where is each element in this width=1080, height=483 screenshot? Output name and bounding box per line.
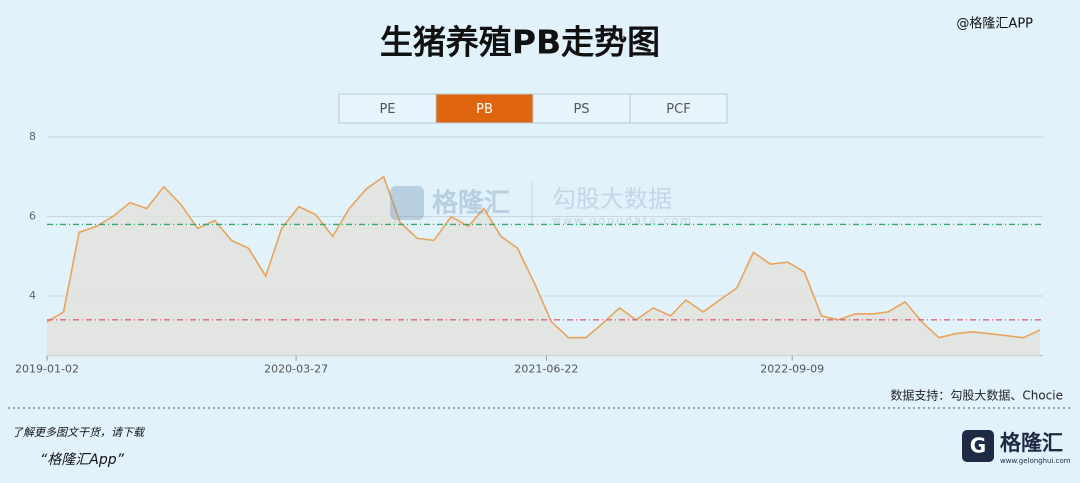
tab[interactable]: PCF	[629, 93, 728, 124]
footer-logo: G 格隆汇 www.gelonghui.com	[962, 430, 1071, 465]
footer-app: “格隆汇App”	[40, 452, 125, 468]
footer-logo-text: 格隆汇	[1000, 431, 1063, 455]
plot: 4 6 8 2019-01-02 2020-03-27 2021-06-22 2022-09…	[15, 130, 1043, 376]
center-logo-icon	[390, 186, 424, 220]
x-tick-label: 2021-06-22	[514, 363, 578, 376]
tab-box[interactable]	[338, 93, 437, 124]
x-tick-label: 2022-09-09	[760, 363, 824, 376]
tab-box[interactable]	[532, 93, 631, 124]
tab-box[interactable]	[629, 93, 728, 124]
line	[46, 175, 1041, 339]
footer-logo-icon	[962, 430, 994, 462]
y-tick-label: 6	[29, 209, 36, 222]
tab[interactable]: PB	[435, 93, 534, 124]
center-url: www.gogudata.com	[552, 214, 693, 227]
center-name: 勾股大数据	[552, 185, 672, 213]
y-tick-label: 4	[29, 289, 36, 302]
footer-prompt: 了解更多图文干货，请下载	[12, 426, 146, 439]
source: 数据支持：勾股大数据、Chocie	[890, 388, 1063, 403]
tab-box[interactable]	[435, 93, 534, 124]
footer-logo-glyph: G	[970, 434, 986, 458]
tab[interactable]: PE	[338, 93, 437, 124]
x-tick-label: 2019-01-02	[15, 363, 79, 376]
footer-url: www.gelonghui.com	[1000, 457, 1071, 465]
watermark: @格隆汇APP	[956, 16, 1033, 32]
tab-label[interactable]: PB	[476, 102, 493, 117]
tab-label[interactable]: PE	[379, 102, 395, 117]
x-tick-label: 2020-03-27	[264, 363, 328, 376]
center-watermark: 格隆汇 勾股大数据 www.gogudata.com	[390, 182, 693, 227]
center-brand: 格隆汇	[432, 188, 510, 219]
chart-title: 生猪养殖PB走势图	[380, 23, 660, 62]
tab-label[interactable]: PS	[573, 102, 589, 117]
tab-label[interactable]: PCF	[666, 102, 690, 117]
tabs: PE PB PS PCF	[338, 93, 728, 124]
y-tick-label: 8	[29, 130, 36, 143]
tab[interactable]: PS	[532, 93, 631, 124]
area	[47, 176, 1041, 356]
